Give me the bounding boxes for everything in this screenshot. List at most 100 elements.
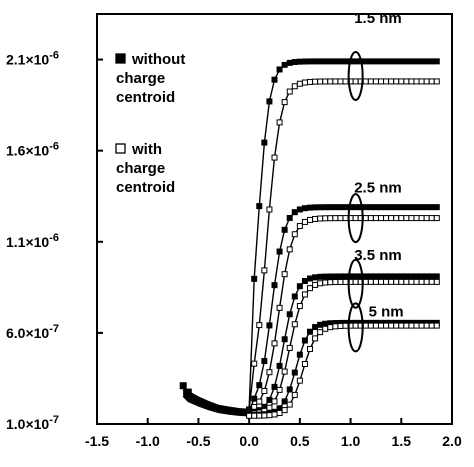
open-square-marker — [312, 78, 319, 85]
open-square-marker — [296, 377, 303, 384]
open-square-marker — [413, 215, 420, 222]
open-square-marker — [256, 412, 263, 419]
filled-square-marker — [301, 337, 308, 344]
open-square-marker — [378, 322, 384, 329]
open-square-marker — [281, 99, 288, 106]
open-square-marker — [393, 278, 400, 285]
filled-square-marker — [281, 336, 288, 343]
open-square-marker — [266, 206, 273, 213]
open-square-marker — [337, 78, 344, 85]
filled-square-marker — [301, 277, 308, 284]
open-square-marker — [322, 78, 329, 85]
open-square-marker — [367, 278, 374, 285]
open-square-marker — [403, 322, 410, 329]
open-square-marker — [296, 80, 303, 87]
open-square-marker — [398, 322, 405, 329]
filled-square-marker — [307, 275, 313, 282]
open-square-marker — [383, 278, 390, 285]
thickness-label: 2.5 nm — [354, 180, 402, 197]
filled-square-marker — [342, 204, 349, 211]
filled-square-marker — [317, 58, 324, 65]
open-square-marker — [342, 78, 349, 85]
open-square-marker — [418, 278, 425, 285]
open-square-marker — [388, 78, 395, 85]
filled-square-marker — [276, 362, 283, 369]
open-square-marker — [433, 215, 440, 222]
open-square-marker — [301, 79, 308, 86]
open-square-marker — [352, 215, 359, 222]
open-square-marker — [342, 278, 349, 285]
series-8 — [182, 322, 440, 419]
filled-square-marker — [352, 204, 359, 211]
open-square-marker — [271, 154, 278, 161]
open-square-marker — [312, 335, 319, 342]
open-square-marker — [408, 322, 415, 329]
series-3 — [182, 204, 440, 415]
filled-square-marker — [327, 273, 334, 280]
series-2 — [182, 78, 440, 414]
y-tick-label: 2.1×10-6 — [6, 50, 59, 68]
open-square-marker — [332, 323, 339, 330]
filled-square-marker — [342, 273, 349, 280]
filled-square-marker — [378, 204, 384, 211]
open-square-marker — [352, 278, 359, 285]
filled-square-marker — [256, 382, 263, 389]
open-square-marker — [428, 78, 435, 85]
grouping-ellipse — [347, 258, 364, 309]
filled-square-marker — [184, 388, 192, 396]
filled-square-marker — [312, 58, 319, 65]
open-square-marker — [378, 215, 384, 222]
open-square-marker — [332, 279, 339, 286]
open-square-marker — [251, 412, 258, 419]
open-square-marker — [301, 291, 308, 298]
filled-square-marker — [301, 58, 308, 65]
filled-square-marker — [428, 273, 435, 280]
filled-square-marker — [423, 273, 430, 280]
filled-square-marker — [261, 358, 268, 365]
filled-square-marker — [301, 205, 308, 212]
filled-square-marker — [322, 58, 329, 65]
axes: -1.5 -1.0 -0.5 0.0 0.5 1.0 1.5 2.0 1.0×10-7 6.0×1… — [6, 13, 462, 449]
open-square-marker — [271, 340, 278, 347]
filled-square-marker — [307, 204, 313, 211]
open-square-marker — [383, 215, 390, 222]
open-square-marker — [312, 215, 319, 222]
filled-square-marker — [337, 204, 344, 211]
filled-square-marker — [362, 58, 369, 65]
annotation-layer: 1.5 nm 2.5 nm 3.5 nm 5 nm — [347, 10, 404, 353]
open-square-marker — [266, 412, 273, 419]
open-square-marker — [362, 78, 369, 85]
open-square-marker — [312, 281, 319, 288]
open-square-marker — [428, 215, 435, 222]
filled-square-marker — [418, 58, 425, 65]
filled-square-marker — [296, 351, 303, 358]
open-square-marker — [291, 83, 298, 90]
filled-square-marker — [403, 58, 410, 65]
filled-square-marker — [372, 204, 379, 211]
x-tick-label: -0.5 — [186, 433, 210, 449]
filled-square-marker — [266, 396, 273, 403]
open-square-marker — [276, 304, 283, 311]
open-square-marker — [337, 215, 344, 222]
open-square-marker — [256, 322, 263, 329]
filled-square-marker — [332, 58, 339, 65]
filled-square-marker — [256, 203, 263, 210]
open-square-marker — [388, 215, 395, 222]
x-tick-label: 2.0 — [442, 433, 462, 449]
filled-square-marker — [307, 58, 313, 65]
filled-square-marker — [433, 273, 440, 280]
open-square-marker — [327, 215, 334, 222]
filled-square-marker — [367, 204, 374, 211]
open-square-marker — [307, 345, 313, 352]
filled-square-marker — [317, 204, 324, 211]
plot-frame — [96, 13, 453, 425]
filled-square-marker — [362, 204, 369, 211]
filled-square-marker — [332, 204, 339, 211]
open-square-marker — [423, 78, 430, 85]
filled-square-marker — [413, 273, 420, 280]
filled-square-marker — [398, 58, 405, 65]
open-square-marker — [286, 88, 293, 95]
open-square-marker — [413, 78, 420, 85]
legend-label: centroid — [116, 179, 175, 196]
